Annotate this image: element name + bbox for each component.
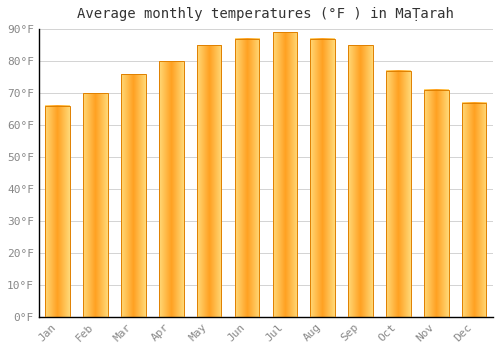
Bar <box>462 103 486 317</box>
Title: Average monthly temperatures (°F ) in MaṬarah: Average monthly temperatures (°F ) in Ma… <box>78 7 454 21</box>
Bar <box>84 93 108 317</box>
Bar <box>121 74 146 317</box>
Bar <box>424 90 448 317</box>
Bar <box>159 61 184 317</box>
Bar <box>272 32 297 317</box>
Bar <box>348 45 373 317</box>
Bar <box>46 106 70 317</box>
Bar <box>310 38 335 317</box>
Bar <box>386 71 410 317</box>
Bar <box>197 45 222 317</box>
Bar <box>234 38 260 317</box>
